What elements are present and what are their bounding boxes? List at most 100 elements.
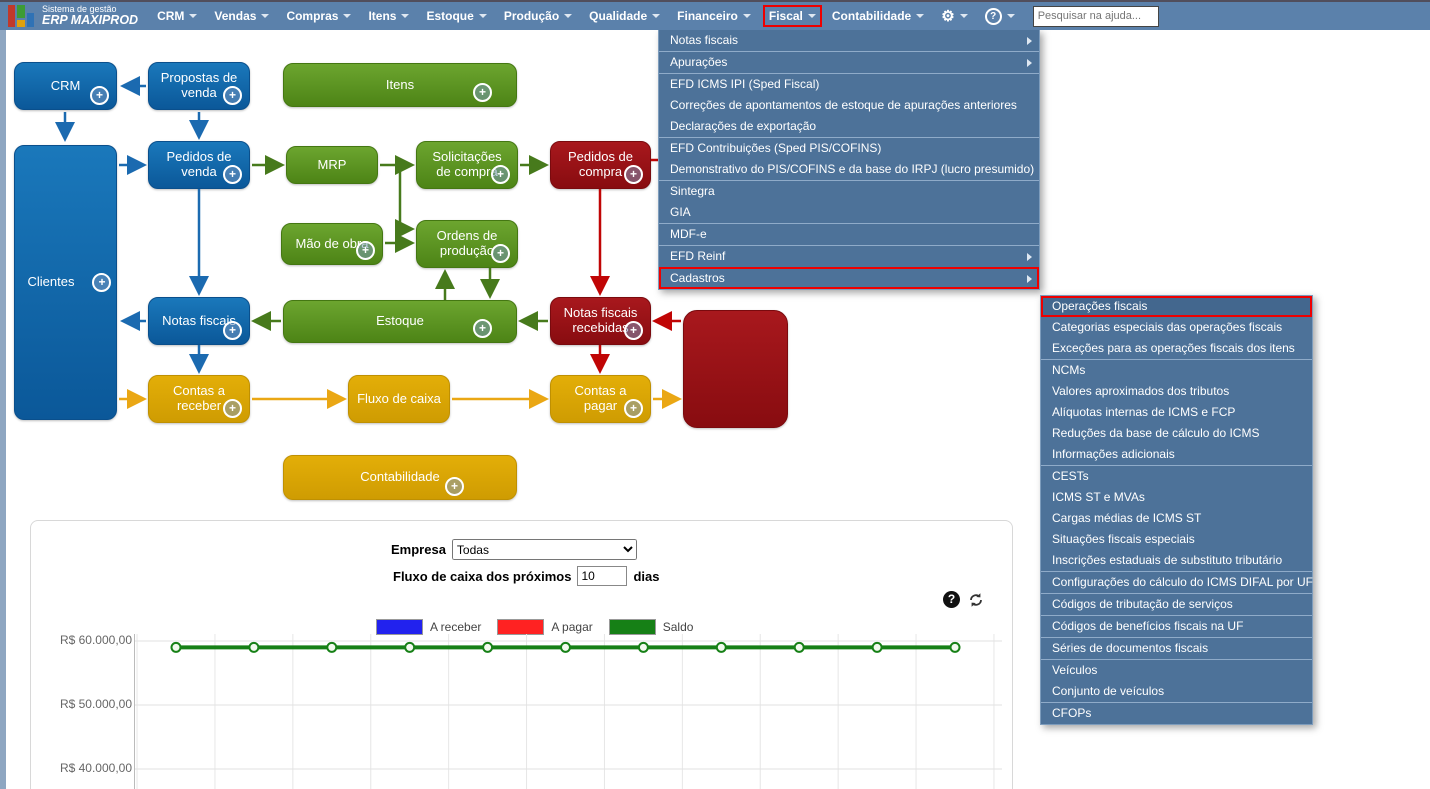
diagram-box-ordens-producao[interactable]: Ordens de produção + <box>416 220 518 268</box>
menu-item-configuracoes-difal[interactable]: Configurações do cálculo do ICMS DIFAL p… <box>1041 571 1313 593</box>
menu-item-declaracoes-exportacao[interactable]: Declarações de exportação <box>670 119 817 133</box>
chevron-down-icon <box>742 14 751 18</box>
add-icon[interactable]: + <box>491 165 510 184</box>
help-icon: ? <box>984 7 1002 25</box>
chevron-right-icon <box>1027 36 1032 45</box>
menu-item-series-documentos[interactable]: Séries de documentos fiscais <box>1041 637 1312 659</box>
menu-item-efd-contribuicoes[interactable]: EFD Contribuições (Sped PIS/COFINS) <box>659 137 1039 159</box>
menu-item-inscricoes-estaduais[interactable]: Inscrições estaduais de substituto tribu… <box>1052 553 1283 567</box>
diagram-box-solicitacoes-compra[interactable]: Solicitações de compra + <box>416 141 518 189</box>
nav-item-producao[interactable]: Produção <box>499 5 577 27</box>
diagram-box-clientes[interactable]: Clientes + <box>14 145 117 420</box>
nav-item-compras[interactable]: Compras <box>281 5 356 27</box>
menu-item-efd-icms-ipi[interactable]: EFD ICMS IPI (Sped Fiscal) <box>659 73 1039 95</box>
diagram-box-mrp[interactable]: MRP <box>286 146 378 184</box>
menu-item-demonstrativo-pis-cofins[interactable]: Demonstrativo do PIS/COFINS e da base do… <box>670 162 1035 176</box>
diagram-box-notas-fiscais-recebidas[interactable]: Notas fiscais recebidas + <box>550 297 651 345</box>
diagram-box-pedidos-compra[interactable]: Pedidos de compra + <box>550 141 651 189</box>
diagram-box-partially-hidden[interactable] <box>683 310 788 428</box>
diagram-box-propostas-venda[interactable]: Propostas de venda + <box>148 62 250 110</box>
menu-item-icms-st-mvas[interactable]: ICMS ST e MVAs <box>1052 490 1145 504</box>
add-icon[interactable]: + <box>624 165 643 184</box>
menu-item-valores-aproximados[interactable]: Valores aproximados dos tributos <box>1052 384 1230 398</box>
nav-item-crm[interactable]: CRM <box>152 5 202 27</box>
nav-item-estoque[interactable]: Estoque <box>421 5 491 27</box>
diagram-box-contas-receber[interactable]: Contas a receber + <box>148 375 250 423</box>
add-icon[interactable]: + <box>473 319 492 338</box>
menu-item-gia[interactable]: GIA <box>670 205 691 219</box>
diagram-box-crm[interactable]: CRM + <box>14 62 117 110</box>
add-icon[interactable]: + <box>223 399 242 418</box>
menu-item-mdf-e[interactable]: MDF-e <box>659 223 1039 245</box>
menu-item-correcoes-apontamentos[interactable]: Correções de apontamentos de estoque de … <box>670 98 1017 112</box>
chevron-right-icon <box>1027 252 1032 261</box>
settings-menu[interactable]: ⚙ <box>936 5 972 28</box>
add-icon[interactable]: + <box>445 477 464 496</box>
menu-item-cadastros[interactable]: Cadastros <box>659 267 1039 289</box>
legend-a-pagar: A pagar <box>497 619 593 635</box>
menu-item-apuracoes[interactable]: Apurações <box>659 51 1039 73</box>
help-search-input[interactable] <box>1032 5 1159 27</box>
add-icon[interactable]: + <box>624 321 643 340</box>
nav-item-fiscal[interactable]: Fiscal <box>762 5 822 27</box>
menu-item-cargas-medias[interactable]: Cargas médias de ICMS ST <box>1052 511 1202 525</box>
refresh-icon[interactable] <box>968 592 984 608</box>
add-icon[interactable]: + <box>223 86 242 105</box>
menu-item-aliquotas-internas[interactable]: Alíquotas internas de ICMS e FCP <box>1052 405 1236 419</box>
add-icon[interactable]: + <box>473 83 492 102</box>
y-axis-tick: R$ 60.000,00 <box>59 633 132 647</box>
chevron-down-icon <box>807 14 816 18</box>
chevron-down-icon <box>478 14 487 18</box>
menu-item-codigos-tributacao[interactable]: Códigos de tributação de serviços <box>1041 593 1312 615</box>
add-icon[interactable]: + <box>92 273 112 292</box>
menu-item-codigos-beneficios[interactable]: Códigos de benefícios fiscais na UF <box>1041 615 1312 637</box>
diagram-box-fluxo-caixa[interactable]: Fluxo de caixa <box>348 375 450 423</box>
fluxo-label-suffix: dias <box>633 568 660 584</box>
diagram-box-estoque[interactable]: Estoque + <box>283 300 517 343</box>
menu-item-cests[interactable]: CESTs <box>1041 465 1312 487</box>
menu-item-informacoes-adicionais[interactable]: Informações adicionais <box>1052 447 1175 461</box>
menu-item-reducoes-base-calculo[interactable]: Reduções da base de cálculo do ICMS <box>1052 426 1260 440</box>
empresa-select[interactable]: Todas <box>451 539 637 560</box>
add-icon[interactable]: + <box>356 241 375 260</box>
app-logo[interactable]: Sistema de gestão ERP MAXIPROD <box>8 4 138 28</box>
nav-item-itens[interactable]: Itens <box>363 5 414 27</box>
diagram-box-contas-pagar[interactable]: Contas a pagar + <box>550 375 651 423</box>
dias-input[interactable] <box>577 566 628 586</box>
diagram-box-notas-fiscais[interactable]: Notas fiscais + <box>148 297 250 345</box>
menu-item-ncms[interactable]: NCMs <box>1041 359 1312 381</box>
menu-item-categorias-especiais[interactable]: Categorias especiais das operações fisca… <box>1052 320 1283 334</box>
add-icon[interactable]: + <box>624 399 643 418</box>
add-icon[interactable]: + <box>491 244 510 263</box>
nav-item-qualidade[interactable]: Qualidade <box>584 5 665 27</box>
add-icon[interactable]: + <box>223 165 242 184</box>
add-icon[interactable]: + <box>223 321 242 340</box>
menu-item-notas-fiscais[interactable]: Notas fiscais <box>659 30 1039 51</box>
nav-item-financeiro[interactable]: Financeiro <box>672 5 756 27</box>
diagram-box-mao-de-obra[interactable]: Mão de obra + <box>281 223 383 265</box>
cash-flow-chart <box>134 634 1002 789</box>
y-axis-tick: R$ 50.000,00 <box>59 697 132 711</box>
legend-swatch <box>497 619 545 635</box>
menu-item-sintegra[interactable]: Sintegra <box>659 180 1039 202</box>
diagram-box-contabilidade[interactable]: Contabilidade + <box>283 455 517 500</box>
chart-help-icon[interactable]: ? <box>943 591 960 608</box>
chevron-right-icon <box>1027 274 1032 283</box>
help-menu[interactable]: ? <box>980 4 1020 29</box>
legend-swatch <box>608 619 656 635</box>
diagram-box-itens[interactable]: Itens + <box>283 63 517 107</box>
diagram-box-pedidos-venda[interactable]: Pedidos de venda + <box>148 141 250 189</box>
nav-item-contabilidade[interactable]: Contabilidade <box>827 5 929 27</box>
chevron-down-icon <box>189 14 198 18</box>
menu-item-veiculos[interactable]: Veículos <box>1041 659 1312 681</box>
nav-item-vendas[interactable]: Vendas <box>209 5 274 27</box>
menu-item-efd-reinf[interactable]: EFD Reinf <box>659 245 1039 267</box>
add-icon[interactable]: + <box>90 86 109 105</box>
menu-item-operacoes-fiscais[interactable]: Operações fiscais <box>1041 296 1312 317</box>
menu-item-cfops[interactable]: CFOPs <box>1041 702 1312 724</box>
legend-swatch <box>376 619 423 635</box>
menu-item-situacoes-fiscais[interactable]: Situações fiscais especiais <box>1052 532 1195 546</box>
menu-item-conjunto-veiculos[interactable]: Conjunto de veículos <box>1052 684 1165 698</box>
menu-item-excecoes-operacoes[interactable]: Exceções para as operações fiscais dos i… <box>1052 341 1295 355</box>
